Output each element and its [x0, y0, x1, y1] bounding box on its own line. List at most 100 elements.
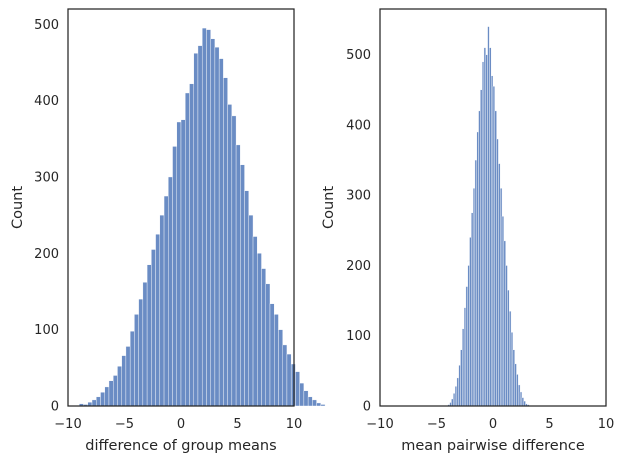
x-tick-label: 10: [598, 417, 615, 432]
histogram-bar: [303, 390, 309, 407]
y-tick-label: 0: [51, 400, 59, 415]
histogram-bar: [451, 398, 454, 407]
histogram-bar: [231, 115, 237, 407]
histogram-bar: [235, 144, 241, 407]
y-tick-label: 100: [346, 329, 371, 344]
histogram-bar: [500, 187, 503, 407]
histogram-bar: [489, 47, 492, 407]
histogram-bar: [465, 286, 468, 407]
histogram-bar: [487, 26, 490, 407]
histogram-bar: [151, 249, 156, 407]
x-ticks-left: −10 −5 0 5 10: [54, 417, 302, 432]
histogram-bar: [463, 307, 467, 407]
y-tick-label: 500: [34, 18, 59, 33]
x-tick-label: −10: [54, 417, 81, 432]
histogram-bar: [320, 404, 326, 407]
histogram-bar: [467, 265, 470, 407]
histogram-bar: [494, 110, 497, 407]
histogram-bar: [521, 397, 524, 407]
histogram-bar: [210, 38, 216, 407]
y-axis-label-left: Count: [10, 186, 26, 229]
histogram-bar: [91, 399, 97, 407]
x-tick-label: 5: [545, 417, 553, 432]
x-ticks-right: −10 −5 0 5 10: [366, 417, 614, 432]
histogram-bar: [218, 58, 224, 407]
histogram-bar: [480, 89, 483, 407]
y-tick-label: 0: [363, 400, 371, 415]
plot-frame-left: [67, 8, 295, 407]
histogram-bar: [290, 363, 296, 407]
y-tick-label: 200: [34, 247, 59, 262]
histogram-bar: [496, 138, 499, 407]
histogram-bar: [257, 253, 262, 407]
histogram-bar: [201, 27, 207, 407]
histogram-bar: [286, 353, 292, 407]
x-axis-label-right: mean pairwise difference: [401, 438, 585, 454]
histogram-bar: [117, 366, 122, 407]
histogram-bar: [505, 265, 508, 407]
histogram-bar: [523, 400, 526, 407]
histogram-bar: [155, 234, 161, 407]
histogram-bar: [129, 330, 135, 407]
histogram-bar: [142, 282, 148, 407]
histogram-bar: [189, 83, 194, 407]
histogram-bar: [104, 386, 110, 407]
histogram-bar: [176, 121, 182, 407]
histogram-bar: [261, 268, 266, 407]
histogram-bar: [460, 349, 463, 407]
histogram-bar: [456, 377, 459, 407]
y-tick-label: 400: [346, 118, 371, 133]
histogram-bar: [172, 146, 177, 407]
x-tick-label: −10: [366, 417, 393, 432]
histogram-bar: [168, 176, 173, 407]
histogram-bar: [476, 131, 479, 407]
histogram-bar: [514, 363, 517, 407]
histogram-bar: [485, 54, 488, 407]
histogram-bar: [125, 346, 131, 407]
histogram-bar: [469, 237, 472, 407]
y-tick-label: 500: [346, 48, 371, 63]
histogram-bar: [510, 332, 514, 407]
histogram-bar: [248, 214, 254, 407]
y-tick-label: 100: [34, 323, 59, 338]
y-ticks-left: 0 100 200 300 400 500: [34, 18, 59, 415]
histogram-bar: [240, 164, 245, 407]
histogram-bar: [100, 392, 105, 407]
histogram-bar: [501, 216, 505, 407]
histogram-bar: [516, 374, 519, 407]
histogram-bar: [223, 77, 228, 407]
y-ticks-right: 0 100 200 300 400 500: [346, 48, 371, 414]
y-tick-label: 400: [34, 94, 59, 109]
histogram-bar: [507, 289, 510, 407]
histogram-bar: [278, 329, 283, 407]
histogram-bar: [295, 371, 300, 407]
histogram-bar: [121, 355, 127, 407]
histogram-bar: [519, 391, 523, 407]
bars-left: [79, 27, 326, 407]
histogram-bar: [481, 61, 485, 407]
histogram-bar: [474, 159, 477, 407]
histogram-bar: [282, 344, 288, 407]
histogram-bar: [159, 214, 165, 407]
histogram-bar: [96, 396, 101, 407]
x-tick-label: 5: [233, 417, 241, 432]
x-tick-label: 0: [489, 417, 497, 432]
histogram-bar: [206, 29, 211, 407]
histogram-bar: [307, 396, 313, 407]
x-tick-label: −5: [115, 417, 134, 432]
histogram-bar: [227, 104, 233, 407]
y-axis-label-right: Count: [321, 186, 337, 229]
chart-mean-pairwise-difference: 0 100 200 300 400 500 −10 −5 0 5 10 mean pairwise…: [321, 8, 614, 454]
histogram-bar: [134, 314, 139, 407]
histogram-bar: [509, 310, 512, 407]
histogram-bar: [503, 240, 506, 407]
histogram-bar: [112, 375, 118, 407]
histogram-bar: [185, 92, 190, 407]
histogram-bar: [108, 380, 114, 407]
histogram-bar: [492, 86, 496, 407]
histogram-bar: [163, 195, 169, 407]
histogram-bar: [265, 283, 271, 407]
histogram-bar: [458, 365, 461, 407]
y-tick-label: 300: [346, 189, 371, 204]
